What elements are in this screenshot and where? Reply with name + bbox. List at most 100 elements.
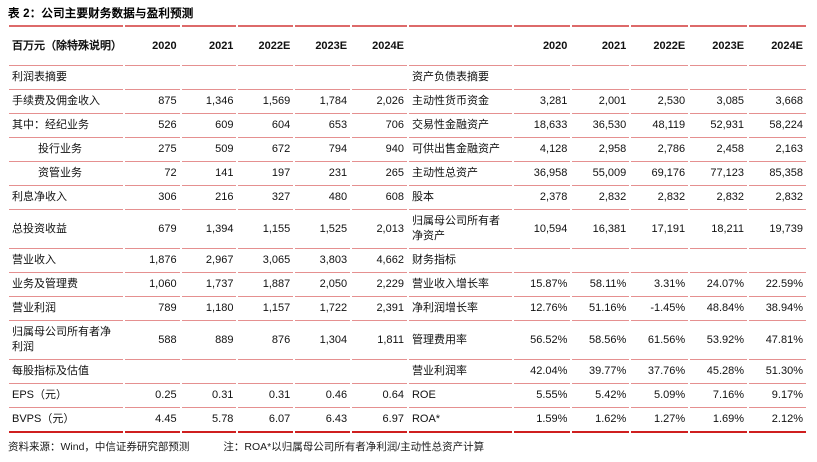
value-cell: 609 [181, 114, 237, 138]
value-cell [690, 66, 748, 90]
value-cell: 3,065 [238, 249, 294, 273]
row-label-right: 归属母公司所有者净资产 [408, 210, 512, 249]
value-cell: 1,157 [238, 297, 294, 321]
row-label-right: 股本 [408, 186, 512, 210]
value-cell: 7.16% [690, 384, 748, 408]
table-row: 营业收入 1,876 2,967 3,065 3,803 4,662 财务指标 [9, 249, 806, 273]
value-cell [124, 360, 180, 384]
value-cell: 5.55% [513, 384, 571, 408]
value-cell [295, 66, 351, 90]
value-cell: 3,803 [295, 249, 351, 273]
value-cell: 1,060 [124, 273, 180, 297]
value-cell [690, 249, 748, 273]
table-row: 资管业务 72 141 197 231 265 主动性总资产 36,958 55,009 69,1… [9, 162, 806, 186]
value-cell: 58.56% [572, 321, 630, 360]
value-cell: 0.31 [238, 384, 294, 408]
value-cell [631, 66, 689, 90]
table-row: 投行业务 275 509 672 794 940 可供出售金融资产 4,128 2,958 2,7… [9, 138, 806, 162]
year-header-cell: 2022E [238, 25, 294, 66]
row-label-left: 利息净收入 [9, 186, 123, 210]
value-cell: 18,211 [690, 210, 748, 249]
value-cell: 0.31 [181, 384, 237, 408]
value-cell: 275 [124, 138, 180, 162]
value-cell: 1,811 [352, 321, 407, 360]
value-cell: 1,887 [238, 273, 294, 297]
value-cell: 2,530 [631, 90, 689, 114]
row-label-left: 每股指标及估值 [9, 360, 123, 384]
year-header-cell: 2024E [352, 25, 407, 66]
table-row: 营业利润 789 1,180 1,157 1,722 2,391 净利润增长率 12.76% 5… [9, 297, 806, 321]
value-cell [238, 360, 294, 384]
value-cell: 608 [352, 186, 407, 210]
year-header-cell: 2022E [631, 25, 689, 66]
value-cell: 85,358 [749, 162, 806, 186]
row-label-right: 主动性货币资金 [408, 90, 512, 114]
value-cell: 2,832 [631, 186, 689, 210]
value-cell: 1,737 [181, 273, 237, 297]
value-cell: 2,391 [352, 297, 407, 321]
value-cell: 679 [124, 210, 180, 249]
value-cell: 216 [181, 186, 237, 210]
row-label-right: 资产负债表摘要 [408, 66, 512, 90]
row-label-left: EPS（元） [9, 384, 123, 408]
value-cell: 72 [124, 162, 180, 186]
value-cell: 876 [238, 321, 294, 360]
value-cell: 794 [295, 138, 351, 162]
value-cell: 16,381 [572, 210, 630, 249]
row-label-left: 营业利润 [9, 297, 123, 321]
value-cell: 526 [124, 114, 180, 138]
value-cell: 48.84% [690, 297, 748, 321]
value-cell [352, 360, 407, 384]
table-row: 每股指标及估值 营业利润率 42.04% 39.77% 37.76% 45.28% 51.3… [9, 360, 806, 384]
table-title: 表 2：公司主要财务数据与盈利预测 [8, 8, 194, 20]
year-header-cell: 2024E [749, 25, 806, 66]
row-label-left: 业务及管理费 [9, 273, 123, 297]
row-label-right: 主动性总资产 [408, 162, 512, 186]
value-cell: 2,832 [690, 186, 748, 210]
value-cell: 3,281 [513, 90, 571, 114]
value-cell [181, 66, 237, 90]
value-cell: 5.09% [631, 384, 689, 408]
value-cell: 1,784 [295, 90, 351, 114]
row-label-right: 财务指标 [408, 249, 512, 273]
year-header-cell: 2020 [124, 25, 180, 66]
value-cell: 2,832 [572, 186, 630, 210]
value-cell: 69,176 [631, 162, 689, 186]
value-cell: 231 [295, 162, 351, 186]
value-cell: 672 [238, 138, 294, 162]
unit-header-cell: 百万元（除特殊说明） [9, 25, 123, 66]
row-label-left: BVPS（元） [9, 408, 123, 433]
value-cell: -1.45% [631, 297, 689, 321]
value-cell: 1.27% [631, 408, 689, 433]
value-cell: 17,191 [631, 210, 689, 249]
value-cell [513, 66, 571, 90]
table-footer: 资料来源：Wind，中信证券研究部预测 注：ROA*以归属母公司所有者净利润/主… [8, 440, 810, 454]
value-cell: 58.11% [572, 273, 630, 297]
value-cell: 1.62% [572, 408, 630, 433]
value-cell: 39.77% [572, 360, 630, 384]
row-label-right: ROE [408, 384, 512, 408]
row-label-right: 营业收入增长率 [408, 273, 512, 297]
value-cell [295, 360, 351, 384]
value-cell: 2.12% [749, 408, 806, 433]
value-cell: 48,119 [631, 114, 689, 138]
value-cell: 6.07 [238, 408, 294, 433]
value-cell: 52,931 [690, 114, 748, 138]
value-cell [124, 66, 180, 90]
value-cell: 3,085 [690, 90, 748, 114]
value-cell: 36,958 [513, 162, 571, 186]
table-row: 利息净收入 306 216 327 480 608 股本 2,378 2,832 2,832 2,8… [9, 186, 806, 210]
value-cell: 2,458 [690, 138, 748, 162]
value-cell: 45.28% [690, 360, 748, 384]
table-header-row: 百万元（除特殊说明） 2020 2021 2022E 2023E 2024E 2020 202… [9, 25, 806, 66]
table-row: 利润表摘要 资产负债表摘要 [9, 66, 806, 90]
value-cell: 1,876 [124, 249, 180, 273]
value-cell: 19,739 [749, 210, 806, 249]
value-cell: 38.94% [749, 297, 806, 321]
value-cell: 1.59% [513, 408, 571, 433]
value-cell: 0.64 [352, 384, 407, 408]
value-cell: 875 [124, 90, 180, 114]
value-cell [238, 66, 294, 90]
value-cell: 327 [238, 186, 294, 210]
table-row: 业务及管理费 1,060 1,737 1,887 2,050 2,229 营业收入增长率 15… [9, 273, 806, 297]
